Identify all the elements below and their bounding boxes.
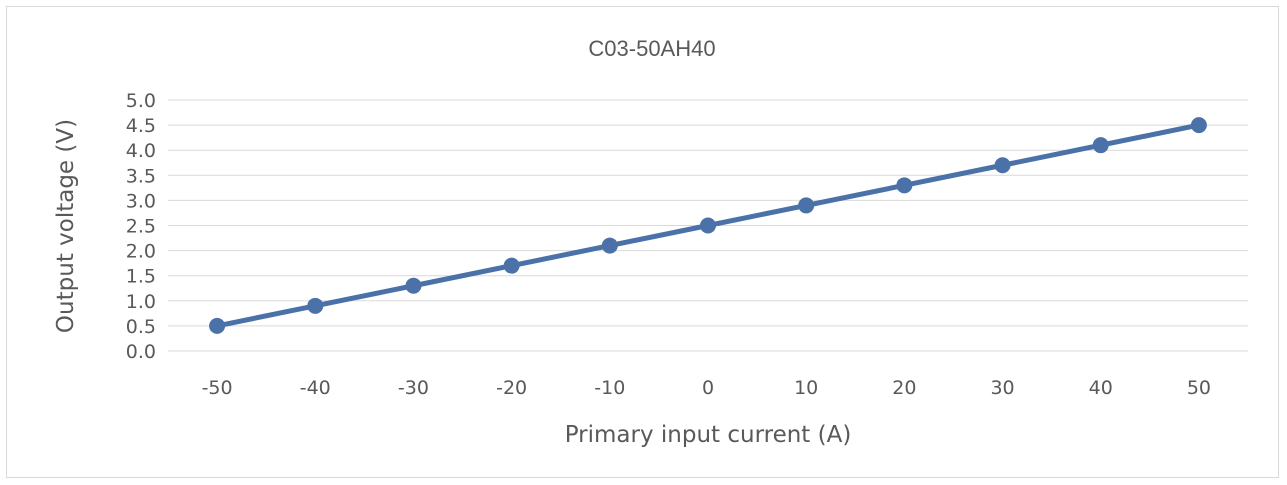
data-point [307,297,324,314]
data-point [503,257,520,274]
x-tick-label: -40 [300,377,331,399]
x-tick-label: 0 [702,377,714,399]
chart-frame [6,6,1279,478]
y-tick-label: 0.0 [126,341,156,363]
data-point [601,237,618,254]
x-tick-label: 40 [1089,377,1113,399]
data-point [405,277,422,294]
data-point [209,317,226,334]
x-tick-label: 50 [1187,377,1211,399]
y-tick-label: 0.5 [126,316,156,338]
x-tick-label: 10 [794,377,818,399]
data-point [798,197,815,214]
y-tick-label: 2.5 [126,216,156,238]
x-tick-label: -50 [202,377,233,399]
x-tick-label: 20 [892,377,916,399]
y-axis-label: Output voltage (V) [53,119,79,333]
y-tick-label: 5.0 [126,90,156,112]
data-point [896,177,913,194]
series-layer [209,117,1207,334]
x-tick-labels: -50 -40 -30 -20 -10 0 10 20 30 40 50 [202,377,1211,399]
y-tick-label: 4.5 [126,115,156,137]
gridlines [168,99,1248,352]
y-tick-label: 3.0 [126,190,156,212]
x-tick-label: -30 [398,377,429,399]
data-point [1190,117,1207,134]
y-tick-labels: 0.0 0.5 1.0 1.5 2.0 2.5 3.0 3.5 4.0 4.5 5.0 [126,90,156,363]
x-tick-label: -10 [594,377,625,399]
x-axis-label: Primary input current (A) [565,422,852,448]
y-tick-label: 4.0 [126,140,156,162]
data-point [700,217,716,234]
data-point [994,157,1011,174]
y-tick-label: 3.5 [126,165,156,187]
data-point [1092,137,1109,154]
chart-title: C03-50AH40 [588,36,715,61]
y-tick-label: 1.5 [126,266,156,288]
x-tick-label: -20 [496,377,527,399]
y-tick-label: 2.0 [126,241,156,263]
y-tick-label: 1.0 [126,291,156,313]
x-tick-label: 30 [990,377,1014,399]
